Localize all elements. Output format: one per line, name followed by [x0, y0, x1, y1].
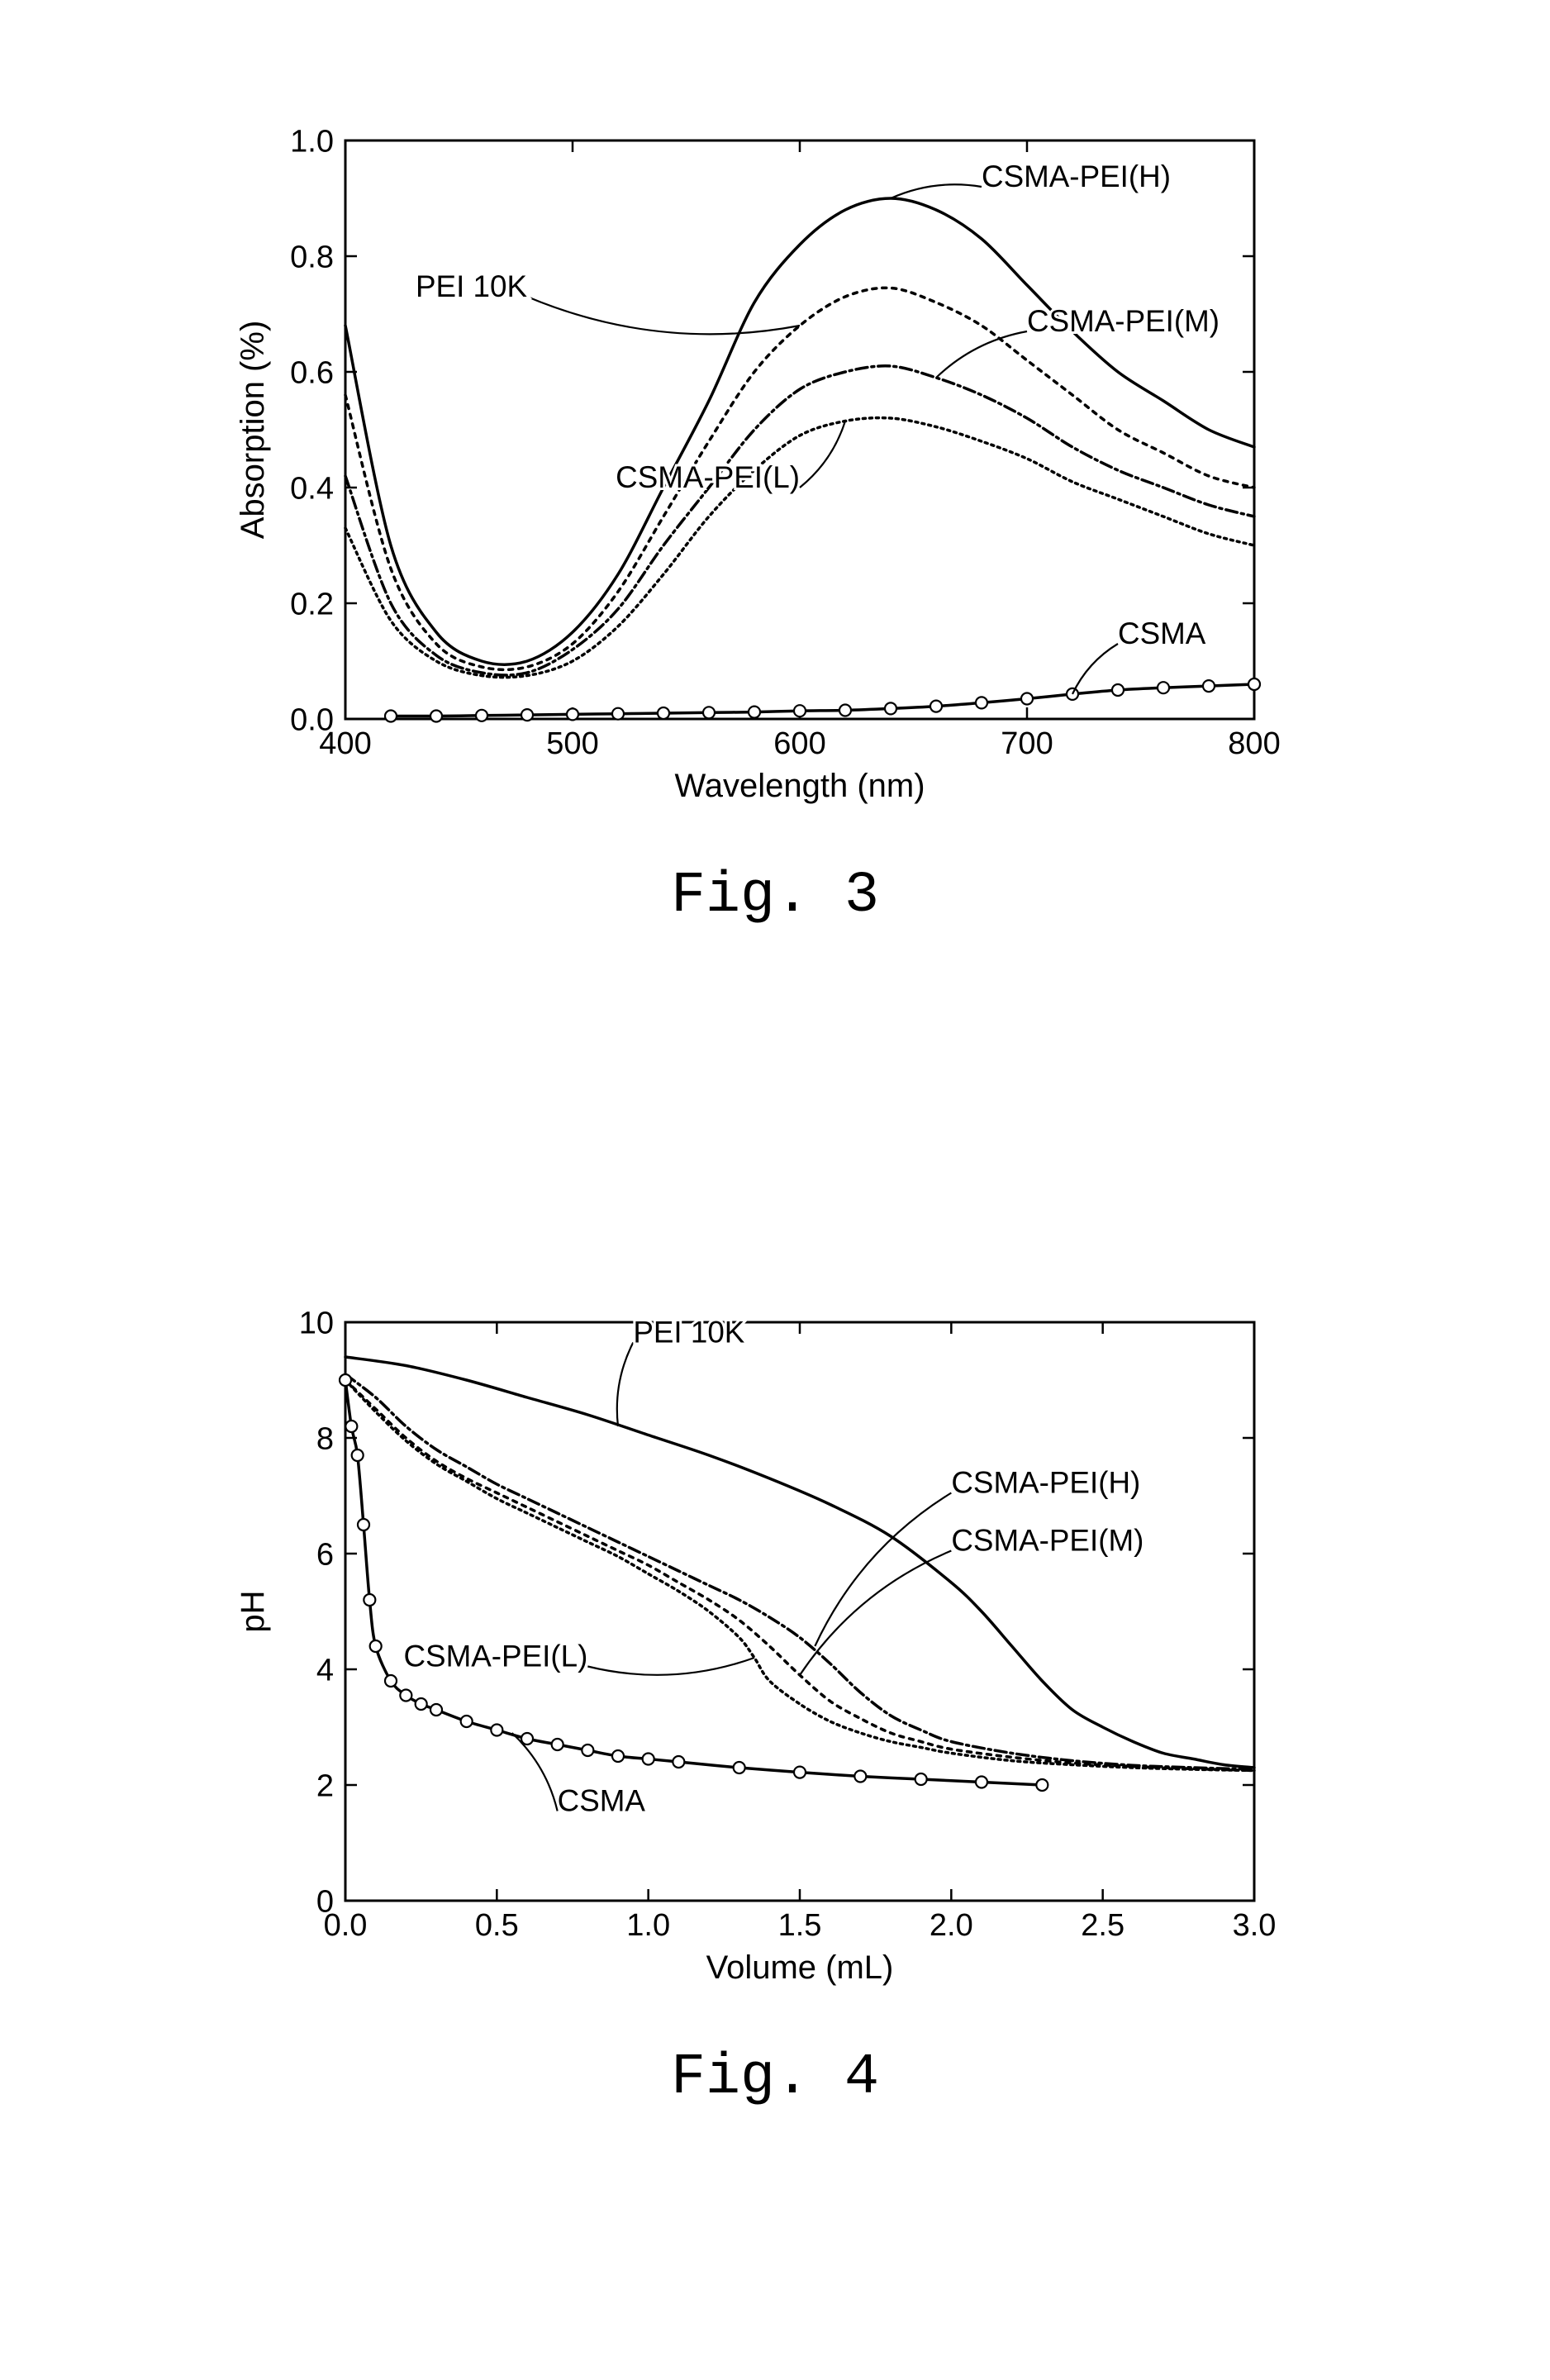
svg-text:CSMA-PEI(M): CSMA-PEI(M) — [951, 1524, 1143, 1558]
figure-3-caption: Fig. 3 — [197, 864, 1353, 929]
svg-text:CSMA-PEI(L): CSMA-PEI(L) — [616, 460, 800, 494]
figure-3-block: 4005006007008000.00.20.40.60.81.0Wavelen… — [197, 91, 1353, 929]
svg-text:6: 6 — [316, 1537, 334, 1572]
svg-text:0: 0 — [316, 1884, 334, 1919]
svg-text:1.0: 1.0 — [626, 1908, 670, 1943]
svg-text:2: 2 — [316, 1768, 334, 1803]
svg-text:Volume (mL): Volume (mL) — [706, 1949, 894, 1986]
svg-text:0.4: 0.4 — [290, 471, 334, 506]
svg-text:10: 10 — [299, 1306, 334, 1340]
svg-text:1.5: 1.5 — [778, 1908, 822, 1943]
svg-text:2.5: 2.5 — [1081, 1908, 1124, 1943]
svg-text:PEI 10K: PEI 10K — [416, 269, 527, 303]
svg-text:0.6: 0.6 — [290, 355, 334, 390]
svg-text:Absorption (%): Absorption (%) — [235, 321, 271, 540]
svg-text:CSMA: CSMA — [558, 1784, 646, 1818]
svg-text:3.0: 3.0 — [1233, 1908, 1277, 1943]
svg-text:0.2: 0.2 — [290, 587, 334, 621]
svg-text:700: 700 — [1001, 726, 1053, 761]
svg-text:CSMA-PEI(H): CSMA-PEI(H) — [951, 1466, 1140, 1500]
svg-text:CSMA-PEI(H): CSMA-PEI(H) — [982, 159, 1171, 193]
svg-text:2.0: 2.0 — [930, 1908, 973, 1943]
svg-text:500: 500 — [546, 726, 598, 761]
svg-text:4: 4 — [316, 1653, 334, 1687]
svg-text:1.0: 1.0 — [290, 124, 334, 159]
svg-text:CSMA: CSMA — [1118, 616, 1206, 650]
svg-text:CSMA-PEI(M): CSMA-PEI(M) — [1027, 304, 1220, 338]
svg-text:8: 8 — [316, 1421, 334, 1456]
svg-text:CSMA-PEI(L): CSMA-PEI(L) — [403, 1640, 587, 1673]
figure-4-block: 0.00.51.01.52.02.53.00246810Volume (mL)p… — [197, 1273, 1353, 2111]
figure-4-chart: 0.00.51.01.52.02.53.00246810Volume (mL)p… — [197, 1273, 1353, 2016]
svg-text:800: 800 — [1228, 726, 1280, 761]
figure-4-caption: Fig. 4 — [197, 2045, 1353, 2111]
svg-text:PEI 10K: PEI 10K — [633, 1316, 744, 1349]
svg-text:0.8: 0.8 — [290, 240, 334, 274]
figure-3-chart: 4005006007008000.00.20.40.60.81.0Wavelen… — [197, 91, 1353, 835]
svg-text:600: 600 — [773, 726, 825, 761]
svg-text:0.0: 0.0 — [290, 702, 334, 737]
svg-text:pH: pH — [235, 1590, 271, 1632]
svg-text:0.5: 0.5 — [475, 1908, 519, 1943]
svg-text:Wavelength (nm): Wavelength (nm) — [674, 768, 925, 804]
